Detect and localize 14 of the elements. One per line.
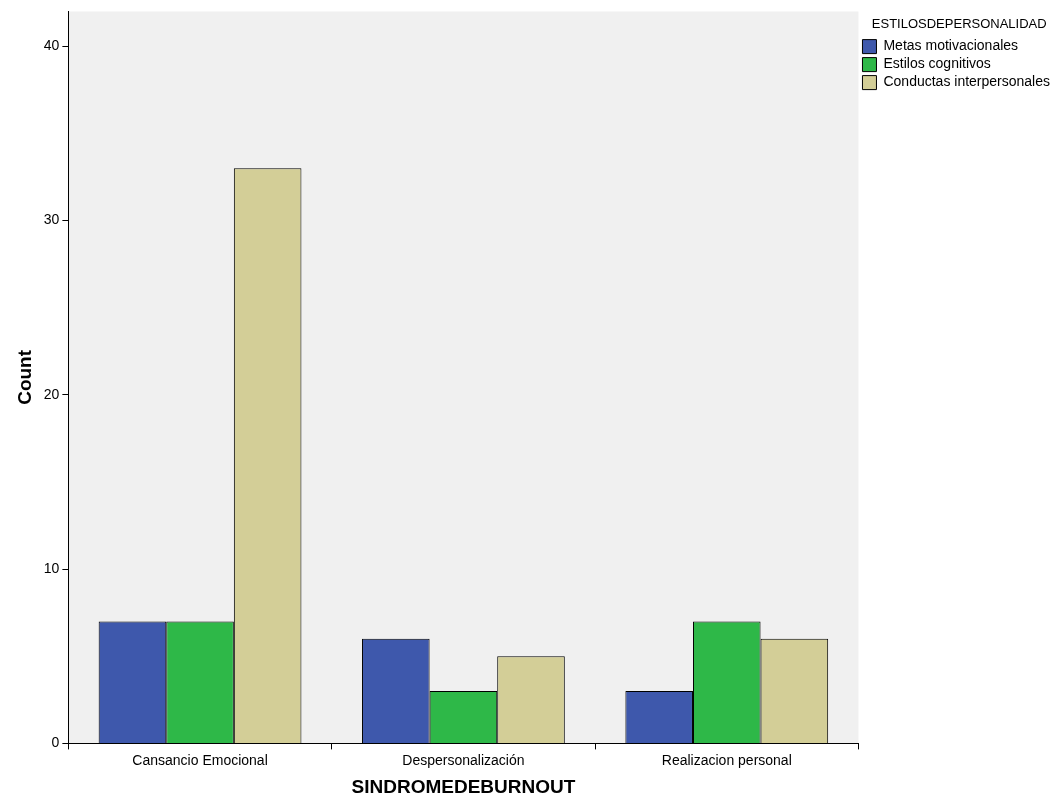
x-axis-title: SINDROMEDEBURNOUT xyxy=(351,775,576,797)
x-tick-label: Realizacion personal xyxy=(661,751,792,768)
y-tick-label: 40 xyxy=(43,37,60,54)
legend-label: Metas motivacionales xyxy=(883,37,1019,54)
y-tick-label: 20 xyxy=(43,385,60,402)
y-tick-label: 0 xyxy=(51,734,60,751)
legend-title: ESTILOSDEPERSONALIDAD xyxy=(871,16,1047,32)
x-tick-label: Cansancio Emocional xyxy=(132,751,268,768)
y-axis-title: Count xyxy=(13,349,35,405)
y-tick-label: 10 xyxy=(43,559,60,576)
y-tick-label: 30 xyxy=(43,211,60,228)
legend-label: Conductas interpersonales xyxy=(883,73,1050,90)
x-tick-label: Despersonalización xyxy=(402,751,525,768)
legend-label: Estilos cognitivos xyxy=(883,55,991,72)
